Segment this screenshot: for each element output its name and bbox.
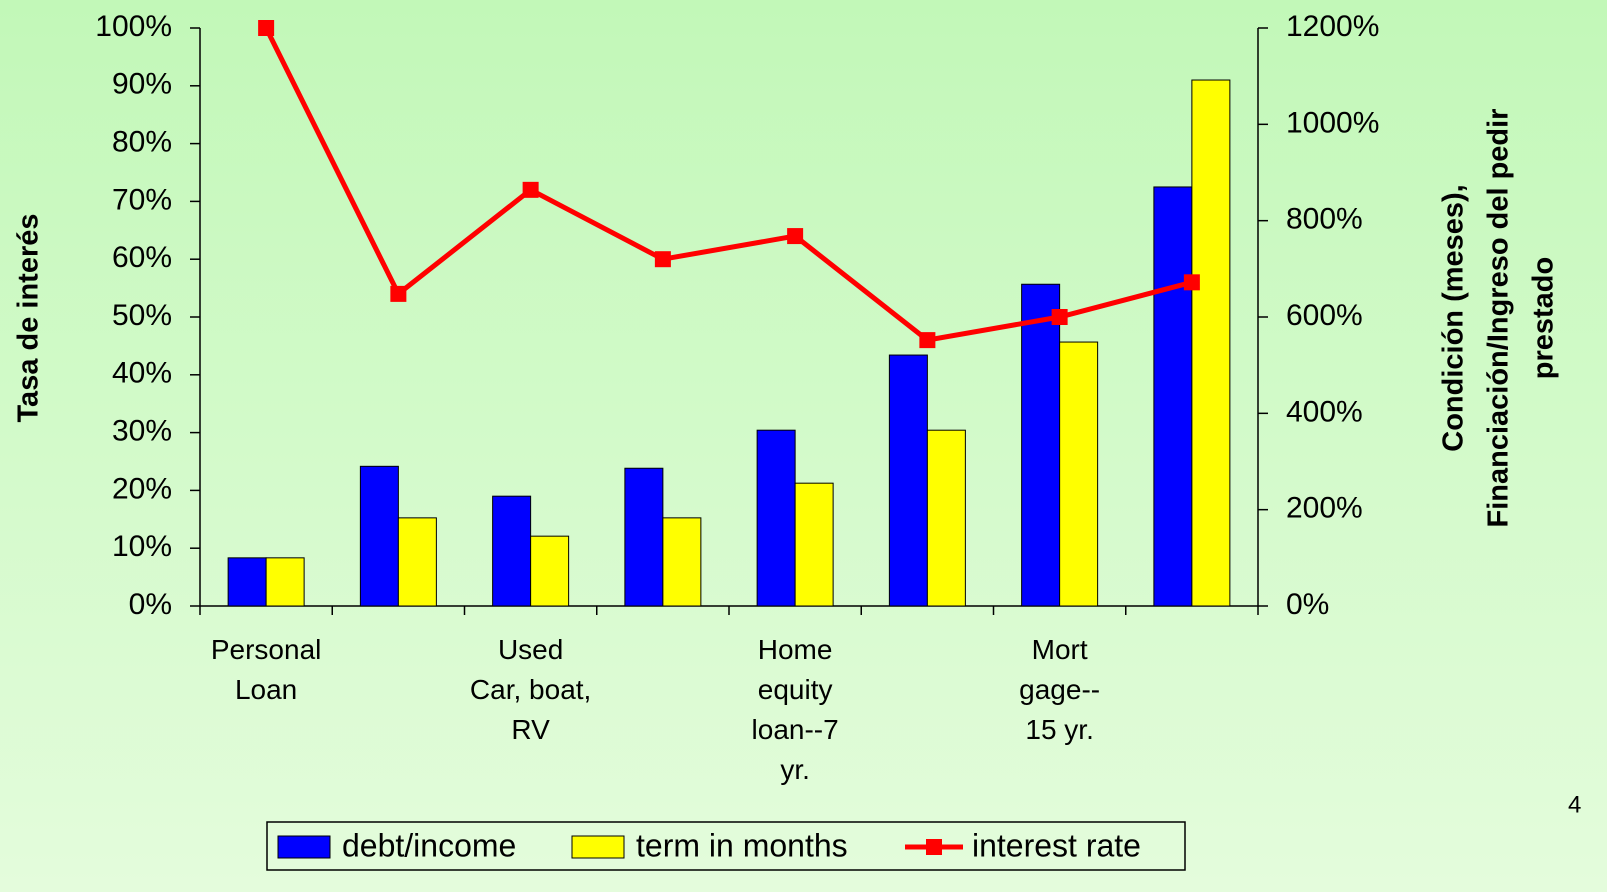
y-tick-label: 80% xyxy=(112,126,172,159)
bar xyxy=(227,557,267,607)
bar xyxy=(359,465,399,607)
x-tick-label: Mort gage--15 yr. xyxy=(1019,634,1100,745)
legend-label: term in months xyxy=(636,827,848,863)
y2-tick-label: 1200% xyxy=(1286,10,1379,43)
x-tick-label: Personal Loan xyxy=(211,634,322,705)
bar xyxy=(1191,79,1231,607)
line-marker xyxy=(654,251,671,268)
y-tick-label: 0% xyxy=(129,588,172,621)
bar xyxy=(530,535,570,607)
bar xyxy=(794,482,834,607)
bar xyxy=(265,557,305,607)
x-tick-label: Used Car, boat, RV xyxy=(470,634,591,745)
bar xyxy=(926,429,966,607)
y-tick-label: 20% xyxy=(112,472,172,505)
line-marker xyxy=(919,332,936,349)
bar xyxy=(492,495,532,607)
y2-tick-label: 1000% xyxy=(1286,106,1379,139)
legend-box xyxy=(266,821,1186,871)
bar xyxy=(662,517,702,607)
bar xyxy=(1059,341,1099,607)
legend-label: interest rate xyxy=(972,827,1141,863)
y2-axis-title: Condición (meses), xyxy=(1438,184,1470,452)
y-tick-label: 70% xyxy=(112,183,172,216)
y-tick-label: 50% xyxy=(112,299,172,332)
legend-swatch xyxy=(926,839,942,855)
line-marker xyxy=(390,285,407,302)
line-marker xyxy=(1183,274,1200,291)
bar xyxy=(756,429,796,607)
line xyxy=(263,26,1193,343)
legend-label: debt/income xyxy=(342,827,516,863)
y2-tick-label: 200% xyxy=(1286,492,1363,525)
legend-swatch xyxy=(277,835,331,859)
legend-swatch xyxy=(571,835,625,859)
y2-tick-label: 600% xyxy=(1286,299,1363,332)
bar xyxy=(1153,186,1193,607)
y-tick-label: 10% xyxy=(112,530,172,563)
y-axis-title: Tasa de interés xyxy=(13,213,45,422)
bar xyxy=(624,467,664,607)
line-marker xyxy=(522,181,539,198)
y2-tick-label: 400% xyxy=(1286,395,1363,428)
y2-axis-title: prestado xyxy=(1528,257,1560,379)
y-tick-label: 90% xyxy=(112,68,172,101)
bar xyxy=(1021,283,1061,607)
bar xyxy=(397,517,437,607)
line-marker xyxy=(787,228,804,245)
line-marker xyxy=(1051,309,1068,325)
y-tick-label: 40% xyxy=(112,357,172,390)
bar xyxy=(888,354,928,607)
page-number: 4 xyxy=(1568,791,1581,818)
y-tick-label: 100% xyxy=(95,10,172,43)
y2-tick-label: 800% xyxy=(1286,203,1363,236)
y2-axis-title: Financiación/Ingreso del pedir xyxy=(1483,109,1515,528)
x-tick-label: Home equity loan--7 yr. xyxy=(752,634,839,785)
y2-tick-label: 0% xyxy=(1286,588,1329,621)
y-tick-label: 30% xyxy=(112,415,172,448)
line-marker xyxy=(258,20,275,36)
y-tick-label: 60% xyxy=(112,241,172,274)
